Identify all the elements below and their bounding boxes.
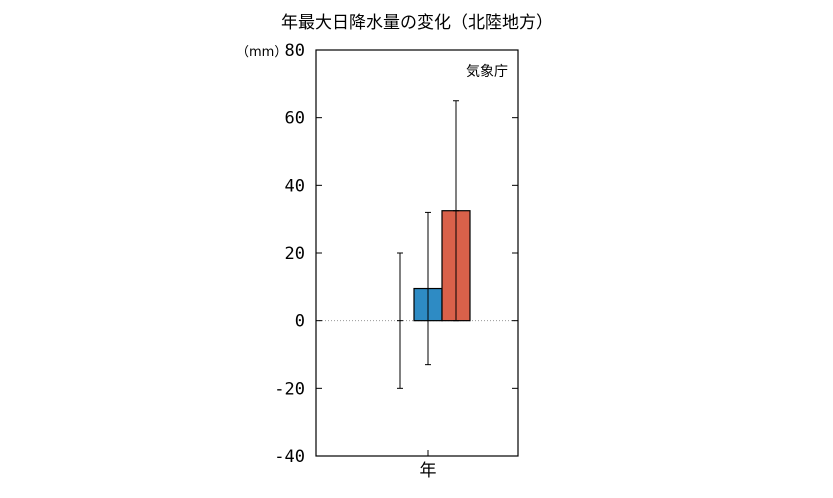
chart-marks: [397, 100, 471, 389]
y-tick-label: 20: [285, 244, 305, 264]
y-unit-label: （mm）: [236, 45, 287, 60]
y-tick-label: 80: [285, 41, 305, 61]
y-tick-label: 0: [295, 312, 305, 332]
y-tick-label: 60: [285, 109, 305, 129]
source-label: 気象庁: [466, 64, 508, 80]
plot-frame: [315, 49, 519, 457]
y-tick-label: -20: [274, 379, 305, 399]
y-tick-label: 40: [285, 176, 305, 196]
chart-title: 年最大日降水量の変化（北陸地方）: [281, 13, 553, 33]
x-tick-label: 年: [420, 461, 437, 481]
y-axis: 80 60 40 20 0 -20 -40: [274, 41, 518, 467]
y-tick-label: -40: [274, 447, 305, 467]
